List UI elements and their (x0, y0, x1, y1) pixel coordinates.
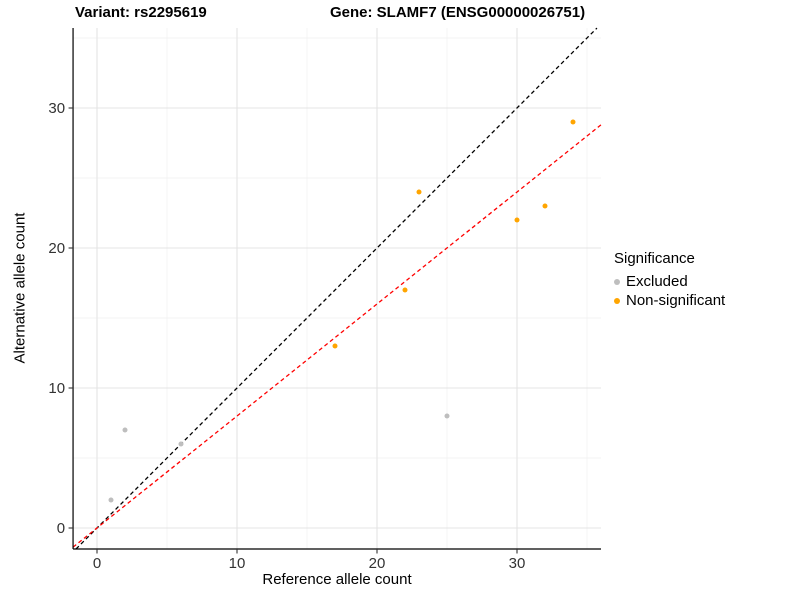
legend-item: Non-significant (614, 291, 725, 310)
legend-item: Excluded (614, 272, 725, 291)
x-tick-label: 20 (369, 555, 386, 572)
data-point-excluded (122, 427, 128, 433)
identity-line (75, 27, 598, 550)
variant-title: Variant: rs2295619 (75, 4, 207, 21)
legend-title: Significance (614, 250, 695, 267)
x-tick-label: 10 (229, 555, 246, 572)
data-point-excluded (444, 413, 450, 419)
legend-items: Excluded Non-significant (614, 272, 725, 310)
data-point-excluded (108, 497, 114, 503)
gene-title: Gene: SLAMF7 (ENSG00000026751) (330, 4, 586, 21)
y-tick-label: 30 (48, 100, 65, 117)
legend-swatch-icon (614, 297, 620, 304)
y-tick-label: 10 (48, 380, 65, 397)
y-tick-label: 20 (48, 240, 65, 257)
data-point-non-significant (570, 119, 576, 125)
data-point-non-significant (416, 189, 422, 195)
data-point-excluded (178, 441, 184, 447)
y-axis-title: Alternative allele count (11, 212, 29, 364)
data-point-non-significant (542, 203, 548, 209)
legend-label: Excluded (626, 273, 688, 290)
legend: Significance Excluded Non-significant (614, 250, 725, 310)
y-tick-label: 0 (57, 520, 65, 537)
legend-swatch-icon (614, 278, 620, 285)
x-tick-label: 30 (509, 555, 526, 572)
x-axis-title: Reference allele count (262, 571, 412, 588)
data-point-non-significant (332, 343, 338, 349)
fit-line (72, 124, 602, 548)
x-tick-label: 0 (93, 555, 101, 572)
data-point-non-significant (402, 287, 408, 293)
data-point-non-significant (514, 217, 520, 223)
legend-label: Non-significant (626, 292, 726, 309)
